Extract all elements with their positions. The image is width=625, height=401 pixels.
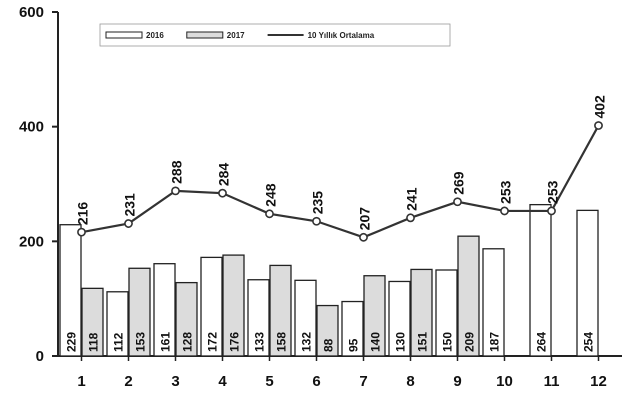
average-value-label: 248 <box>263 183 279 207</box>
bar-2017 <box>175 281 198 357</box>
bar-value-label: 88 <box>322 338 336 352</box>
bar-2017 <box>222 254 245 357</box>
bar-value-label: 161 <box>159 332 173 352</box>
y-tick-label: 400 <box>19 119 44 136</box>
bar-value-label: 153 <box>134 332 148 352</box>
bar-value-label: 209 <box>463 332 477 352</box>
average-line-marker <box>406 213 415 223</box>
bar-value-label: 140 <box>369 332 383 352</box>
x-axis: 1 2 3 4 5 6 7 8 9 10 11 12 <box>58 355 622 390</box>
legend: 2016 2017 10 Yıllık Ortalama <box>99 23 451 47</box>
average-value-label: 231 <box>122 193 138 217</box>
y-tick-label: 200 <box>19 233 44 250</box>
bar-2016 <box>247 279 270 357</box>
x-tick-label: 9 <box>453 373 461 390</box>
x-tick-label: 4 <box>218 373 227 390</box>
bar-value-label: 187 <box>488 332 502 352</box>
x-tick-label: 6 <box>312 373 320 390</box>
bar-2016 <box>59 224 82 357</box>
bar-2016 <box>435 269 458 357</box>
average-value-label: 402 <box>592 95 608 119</box>
average-value-label: 253 <box>545 180 561 204</box>
x-tick-label: 11 <box>544 373 560 390</box>
average-line-marker <box>171 186 180 196</box>
bar-2016 <box>341 300 364 357</box>
average-value-label: 216 <box>75 202 91 226</box>
legend-label: 10 Yıllık Ortalama <box>308 31 375 40</box>
bar-value-label: 172 <box>206 332 220 352</box>
bar-2016 <box>529 203 552 357</box>
average-value-label: 253 <box>498 180 514 204</box>
bar-value-label: 95 <box>347 338 361 352</box>
bar-2017 <box>81 287 104 357</box>
x-tick-label: 1 <box>77 373 85 390</box>
y-tick-label: 0 <box>36 348 44 365</box>
x-tick-label: 2 <box>124 373 132 390</box>
bar-value-label: 158 <box>275 332 289 352</box>
average-line-marker <box>453 197 462 207</box>
bar-value-label: 229 <box>65 332 79 352</box>
bar-value-label: 176 <box>228 332 242 352</box>
bar-value-label: 150 <box>441 332 455 352</box>
bar-value-label: 130 <box>394 332 408 352</box>
bar-2016 <box>388 280 411 357</box>
legend-label: 2017 <box>227 31 245 40</box>
bar-2016 <box>106 291 129 357</box>
bar-value-label: 132 <box>300 332 314 352</box>
bar-2017 <box>316 304 339 357</box>
bar-2016 <box>294 279 317 357</box>
bar-value-label: 128 <box>181 332 195 352</box>
average-line-marker <box>218 188 227 198</box>
x-tick-label: 8 <box>406 373 414 390</box>
bar-2017 <box>269 264 292 357</box>
legend-label: 2016 <box>146 31 164 40</box>
bar-2016 <box>200 256 223 357</box>
bar-2017 <box>457 235 480 357</box>
average-value-label: 241 <box>404 187 420 211</box>
bar-value-label: 151 <box>416 332 430 352</box>
x-tick-label: 10 <box>496 373 513 390</box>
y-axis: 0 200 400 600 <box>19 4 59 365</box>
average-value-label: 269 <box>451 171 467 195</box>
average-line-marker <box>265 209 274 219</box>
average-line-marker <box>359 232 368 242</box>
average-value-label: 235 <box>310 191 326 215</box>
bar-value-label: 133 <box>253 332 267 352</box>
x-tick-label: 12 <box>590 373 607 390</box>
legend-swatch-2016 <box>105 31 143 39</box>
bar-2016 <box>153 263 176 357</box>
bar-2016 <box>482 248 505 357</box>
average-line-marker <box>124 219 133 228</box>
bar-value-label: 254 <box>582 332 596 352</box>
average-value-label: 207 <box>357 207 373 231</box>
x-tick-label: 5 <box>265 373 273 390</box>
average-line-path <box>81 124 600 239</box>
bar-2017 <box>128 267 151 357</box>
bars: 229 112 161 172 133 132 95 130 150 187 264 254 118 15… <box>59 203 599 357</box>
bar-value-label: 118 <box>87 332 101 352</box>
legend-swatch-2017 <box>186 31 224 39</box>
y-tick-label: 600 <box>19 4 44 21</box>
x-tick-label: 3 <box>171 373 179 390</box>
average-line-marker <box>312 216 321 226</box>
bar-2017 <box>363 275 386 357</box>
bar-2016 <box>576 209 599 357</box>
average-value-label: 284 <box>216 163 232 187</box>
average-line-marker <box>594 121 603 130</box>
average-value-label: 288 <box>169 160 185 184</box>
average-line: 216 231 288 284 248 235 207 241 269 253 253 402 <box>75 95 608 242</box>
bar-value-label: 112 <box>112 332 126 352</box>
average-line-marker <box>77 227 86 237</box>
bar-2017 <box>410 268 433 357</box>
bar-value-label: 264 <box>535 332 549 352</box>
x-tick-label: 7 <box>359 373 367 390</box>
average-line-marker <box>547 206 556 216</box>
average-line-marker <box>500 206 509 216</box>
